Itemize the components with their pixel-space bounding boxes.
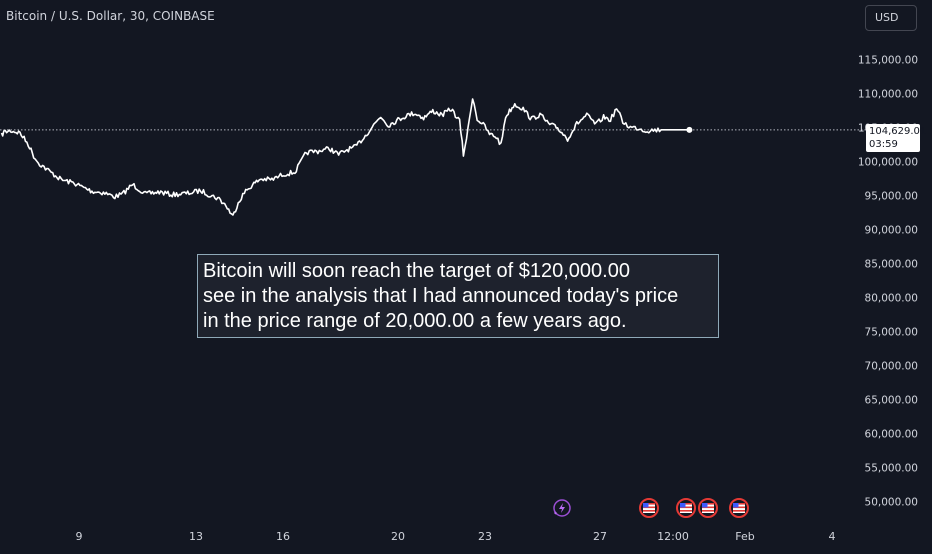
sparkle-icon [554,511,557,515]
flag-canton [702,503,708,508]
time-tick-label: 9 [76,530,83,543]
lightning-icon-ring [553,499,571,517]
time-tick-label: 16 [276,530,290,543]
bar-countdown: 03:59 [869,139,898,150]
price-tick-label: 95,000.00 [865,190,918,202]
lightning-icon [553,499,571,517]
price-line-group [0,98,866,216]
flag-stripe [680,510,692,512]
flag-stripe [702,506,714,509]
last-price-label: 104,629.01 03:59 [866,124,927,152]
price-tick-label: 55,000.00 [865,463,918,475]
time-tick-label: 4 [829,530,836,543]
us-flag-icon [639,498,659,518]
events-row [553,498,749,518]
flag-stripe [702,510,714,512]
us-flag-icon [729,498,749,518]
flag-canton [680,503,686,508]
text-annotation[interactable]: Bitcoin will soon reach the target of $1… [197,254,719,338]
time-tick-label: 27 [593,530,607,543]
time-tick-label: 23 [478,530,492,543]
flag-canton [733,503,739,508]
time-axis[interactable]: 9 13 16 20 23 27 12:00 Feb 4 [76,530,836,543]
price-tick-label: 100,000.00 [858,156,918,168]
time-tick-label: 12:00 [657,530,689,543]
time-tick-label: 20 [391,530,405,543]
symbol-title: Bitcoin / U.S. Dollar, 30, COINBASE [6,9,215,23]
us-flag-icon [676,498,696,518]
last-price-value: 104,629.01 [869,126,927,137]
flag-stripe [733,510,745,512]
price-tick-label: 115,000.00 [858,54,918,66]
price-tick-label: 50,000.00 [865,497,918,509]
lightning-icon-bolt [559,503,565,513]
flag-stripe [643,510,655,512]
price-tick-label: 80,000.00 [865,292,918,304]
price-tick-label: 85,000.00 [865,258,918,270]
currency-button[interactable]: USD [865,5,917,31]
us-flag-icon [698,498,718,518]
last-price-dot [686,126,693,133]
price-tick-label: 75,000.00 [865,326,918,338]
price-axis[interactable]: 115,000.00110,000.00105,000.00100,000.00… [858,54,918,508]
time-tick-label: Feb [735,530,754,543]
price-tick-label: 60,000.00 [865,429,918,441]
flag-stripe [680,506,692,509]
price-tick-label: 110,000.00 [858,88,918,100]
price-series-line [0,98,690,216]
flag-stripe [680,503,692,505]
price-tick-label: 90,000.00 [865,224,918,236]
flag-canton [643,503,649,508]
flag-stripe [643,506,655,509]
flag-stripe [733,503,745,505]
flag-stripe [643,503,655,505]
time-tick-label: 13 [189,530,203,543]
price-tick-label: 70,000.00 [865,361,918,373]
price-tick-label: 65,000.00 [865,395,918,407]
flag-stripe [733,506,745,509]
flag-stripe [702,503,714,505]
